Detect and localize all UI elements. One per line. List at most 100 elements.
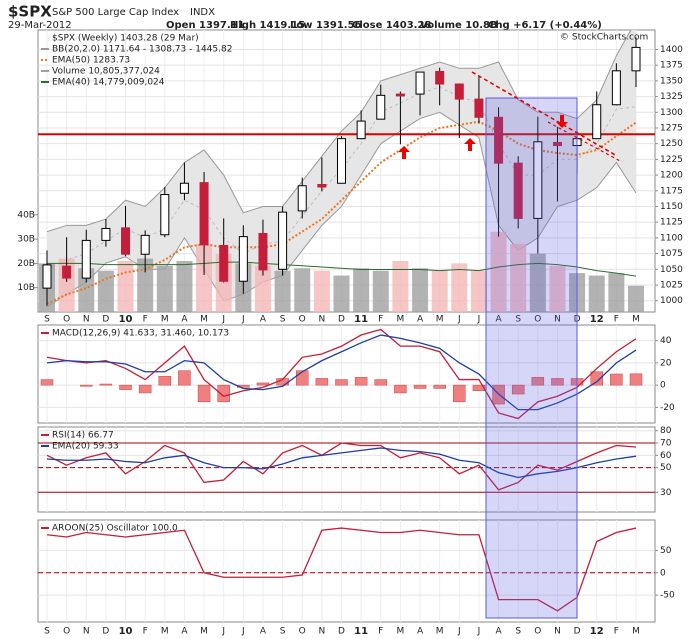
watermark: © StockCharts.com	[560, 33, 648, 43]
date: 29-Mar-2012	[8, 20, 72, 31]
x-tick-label: J	[221, 627, 225, 637]
legend-label: EMA(20) 59.33	[52, 442, 119, 452]
x-tick-label-mid: S	[44, 315, 50, 325]
x-tick-label: A	[181, 627, 188, 637]
histogram-bar	[119, 384, 132, 390]
y2-tick-label: 10B	[17, 283, 35, 293]
histogram-bar	[629, 373, 643, 386]
y-tick-label: 1150	[660, 202, 683, 212]
panel-frame	[37, 324, 656, 424]
y-tick-label: 60	[660, 451, 672, 461]
x-tick-label: F	[143, 627, 148, 637]
candle-body	[62, 265, 72, 279]
x-tick-label-mid: F	[143, 315, 148, 325]
x-tick-label: M	[436, 627, 444, 637]
x-tick-label: 12	[590, 626, 604, 637]
index-name: S&P 500 Large Cap Index	[52, 7, 179, 18]
histogram-bar	[99, 383, 113, 386]
x-tick-label: A	[417, 627, 424, 637]
histogram-bar	[178, 370, 191, 386]
y-tick-label: 1325	[660, 92, 683, 102]
candle-body	[42, 264, 52, 289]
volume-bar	[470, 270, 487, 312]
candle-body	[454, 83, 464, 100]
y-tick-label: 1100	[660, 233, 683, 243]
quote-field: Chg +6.17 (+0.44%)	[488, 20, 602, 31]
y2-tick-label: 20B	[17, 259, 35, 269]
candle-body	[179, 182, 189, 194]
x-tick-label: S	[280, 627, 286, 637]
candle-body	[199, 182, 209, 246]
candle-body	[552, 141, 562, 147]
quote-field: Volume 10.8B	[420, 20, 498, 31]
y-tick-label: -50	[660, 591, 675, 601]
volume-bar	[313, 270, 330, 312]
x-tick-label: D	[102, 627, 109, 637]
y-tick-label: 1275	[660, 123, 683, 133]
y-tick-label: -20	[660, 403, 675, 413]
x-tick-label-mid: 10	[119, 314, 133, 325]
x-tick-label-mid: J	[457, 315, 461, 325]
x-tick-label: M	[397, 627, 405, 637]
y-tick-label: 1000	[660, 296, 683, 306]
x-tick-label: J	[241, 627, 245, 637]
volume-bar	[549, 265, 566, 312]
y-tick-label: 1225	[660, 155, 683, 165]
x-tick-label: M	[632, 627, 640, 637]
candle-body	[101, 227, 111, 241]
volume-bar	[510, 243, 527, 312]
quote-field: Open 1397.11	[166, 20, 245, 31]
candle-body	[258, 232, 268, 271]
volume-bar	[137, 258, 154, 312]
x-tick-label: O	[63, 627, 70, 637]
histogram-bar	[551, 378, 564, 386]
x-tick-label-mid: M	[161, 315, 169, 325]
legend-label: MACD(12,26,9) 41.633, 31.460, 10.173	[52, 329, 229, 339]
x-tick-label-mid: D	[338, 315, 345, 325]
candle-body	[533, 141, 543, 219]
x-tick-label-mid: S	[280, 315, 286, 325]
panel-frame	[37, 519, 656, 623]
candle-body	[121, 227, 131, 255]
legend-label: $SPX (Weekly) 1403.28 (29 Mar)	[52, 34, 199, 44]
x-tick-label: M	[200, 627, 208, 637]
candle-body	[474, 98, 484, 118]
indicator-line	[46, 527, 637, 612]
volume-bar	[274, 270, 291, 312]
band-upper	[46, 30, 632, 233]
x-tick-label: N	[83, 627, 90, 637]
volume-bar	[451, 263, 468, 312]
indicator-line	[46, 334, 637, 411]
x-tick-label-mid: A	[495, 315, 502, 325]
x-tick-label: O	[534, 627, 541, 637]
x-tick-label-mid: 11	[354, 314, 368, 325]
volume-bar	[196, 243, 213, 312]
legend-label: Volume 10,805,377,024	[52, 67, 160, 77]
histogram-bar	[197, 384, 211, 403]
x-tick-label-mid: O	[299, 315, 306, 325]
x-tick-label-mid: F	[614, 315, 619, 325]
histogram-bar	[531, 377, 545, 386]
y-tick-label: 1025	[660, 280, 683, 290]
candle-body	[337, 138, 346, 184]
volume-bar	[392, 260, 409, 312]
histogram-bar	[511, 384, 525, 395]
indicator-line	[46, 328, 637, 420]
x-tick-label: F	[614, 627, 619, 637]
x-tick-label-mid: A	[181, 315, 188, 325]
volume-bar	[588, 275, 605, 312]
arrow	[398, 146, 410, 159]
quote-field: Close 1403.28	[352, 20, 431, 31]
x-tick-label: D	[338, 627, 345, 637]
histogram-bar	[433, 384, 446, 389]
x-tick-label: S	[515, 627, 521, 637]
x-tick-label-mid: D	[102, 315, 109, 325]
histogram-bar	[80, 384, 93, 387]
arrow	[464, 138, 476, 151]
x-tick-label-mid: M	[200, 315, 208, 325]
exchange: INDX	[190, 7, 215, 18]
volume-bar	[294, 268, 311, 312]
x-tick-label-mid: N	[83, 315, 90, 325]
candle-body	[238, 236, 248, 282]
candle-body	[356, 120, 366, 140]
